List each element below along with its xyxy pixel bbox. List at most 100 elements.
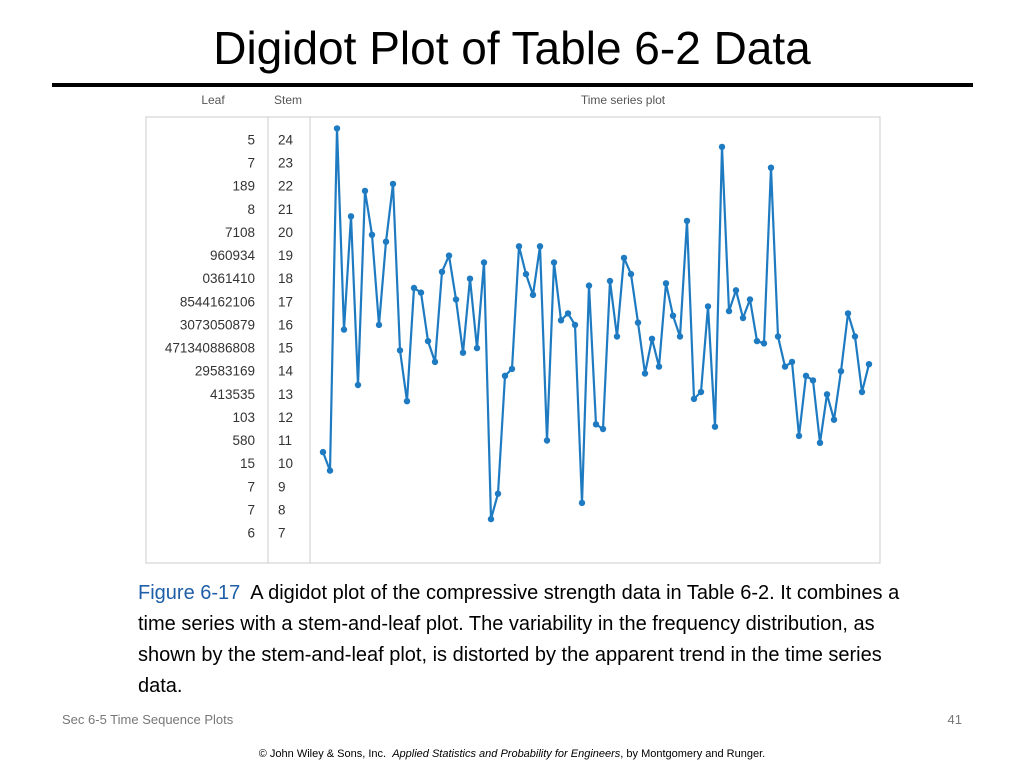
data-point <box>767 164 775 171</box>
data-point <box>536 243 544 250</box>
stem-value: 7 <box>278 526 286 541</box>
data-point <box>627 270 635 278</box>
data-point <box>837 368 845 375</box>
data-point <box>725 307 733 315</box>
time-series <box>319 125 873 523</box>
stem-value: 8 <box>278 502 286 517</box>
data-point <box>389 180 397 188</box>
data-point <box>480 259 488 266</box>
leaf-column-header: Leaf <box>201 93 225 107</box>
leaf-value: 3073050879 <box>180 317 255 332</box>
data-point <box>599 425 607 433</box>
time-series-header: Time series plot <box>581 93 666 107</box>
data-point <box>515 243 523 250</box>
data-point <box>403 398 411 405</box>
data-point <box>662 280 670 287</box>
data-point <box>732 287 740 294</box>
data-point <box>417 289 425 296</box>
leaf-value: 7 <box>247 502 255 517</box>
data-point <box>564 310 572 317</box>
data-point <box>739 314 747 322</box>
leaf-value: 7 <box>247 479 255 494</box>
figure-caption: Figure 6-17 A digidot plot of the compre… <box>138 578 908 702</box>
leaf-value: 471340886808 <box>165 341 255 356</box>
stem-value: 16 <box>278 317 293 332</box>
data-point <box>718 143 726 151</box>
leaf-value: 8544162106 <box>180 294 255 309</box>
data-point <box>340 326 348 333</box>
stem-value: 18 <box>278 271 293 286</box>
data-point <box>802 372 810 379</box>
stem-value: 14 <box>278 364 294 379</box>
leaf-value: 29583169 <box>195 364 255 379</box>
stem-value: 9 <box>278 479 286 494</box>
page-number: 41 <box>947 712 962 727</box>
stem-value: 13 <box>278 387 293 402</box>
data-point <box>396 347 404 354</box>
data-point <box>844 310 852 317</box>
stem-value: 15 <box>278 341 293 356</box>
data-point <box>760 340 768 347</box>
data-point <box>704 303 712 310</box>
stem-value: 19 <box>278 248 293 263</box>
data-point <box>438 268 446 275</box>
data-point <box>368 231 376 238</box>
leaf-value: 103 <box>232 410 255 425</box>
data-point <box>655 363 663 370</box>
data-point <box>683 217 691 225</box>
leaf-value: 15 <box>240 456 255 471</box>
data-point <box>753 337 761 345</box>
stem-column-header: Stem <box>274 93 302 107</box>
data-point <box>606 277 614 285</box>
data-point <box>851 333 859 340</box>
data-point <box>711 423 719 430</box>
data-point <box>585 282 593 289</box>
data-point <box>578 499 586 507</box>
data-point <box>445 252 453 259</box>
data-point <box>466 275 474 282</box>
stem-value: 21 <box>278 202 293 217</box>
copyright-prefix: © John Wiley & Sons, Inc. <box>258 748 387 760</box>
data-point <box>459 349 467 356</box>
data-point <box>816 439 824 446</box>
copyright-suffix: , by Montgomery and Runger. <box>620 748 766 760</box>
series-line <box>321 127 871 521</box>
data-point <box>557 317 565 324</box>
stem-value: 24 <box>278 133 294 148</box>
data-point <box>333 125 341 132</box>
data-point <box>326 467 334 474</box>
data-point <box>613 333 621 340</box>
data-point <box>347 213 355 220</box>
data-point <box>508 365 516 373</box>
slide-title: Digidot Plot of Table 6-2 Data <box>213 22 811 74</box>
data-point <box>690 395 698 403</box>
leaf-value: 580 <box>232 433 255 448</box>
stem-value: 12 <box>278 410 293 425</box>
data-point <box>354 381 362 389</box>
stem-value: 20 <box>278 225 293 240</box>
data-point <box>522 270 530 278</box>
data-point <box>501 372 509 379</box>
figure-label: Figure 6-17 <box>138 582 241 604</box>
data-point <box>795 432 803 440</box>
data-point <box>424 337 432 345</box>
data-point <box>648 335 656 342</box>
leaf-value: 413535 <box>210 387 255 402</box>
data-point <box>431 358 439 366</box>
data-point <box>361 187 369 195</box>
leaf-value: 5 <box>247 133 255 148</box>
leaf-value: 6 <box>247 526 255 541</box>
data-point <box>641 370 649 377</box>
data-point <box>788 358 796 366</box>
data-point <box>410 284 418 292</box>
leaf-value: 960934 <box>210 248 256 263</box>
plot-frame <box>145 116 881 564</box>
data-point <box>669 312 677 319</box>
footer-section-label: Sec 6-5 Time Sequence Plots <box>62 712 234 727</box>
data-point <box>858 388 866 396</box>
copyright-line: © John Wiley & Sons, Inc. Applied Statis… <box>0 748 1024 760</box>
data-point <box>319 448 327 456</box>
data-point <box>473 344 481 352</box>
